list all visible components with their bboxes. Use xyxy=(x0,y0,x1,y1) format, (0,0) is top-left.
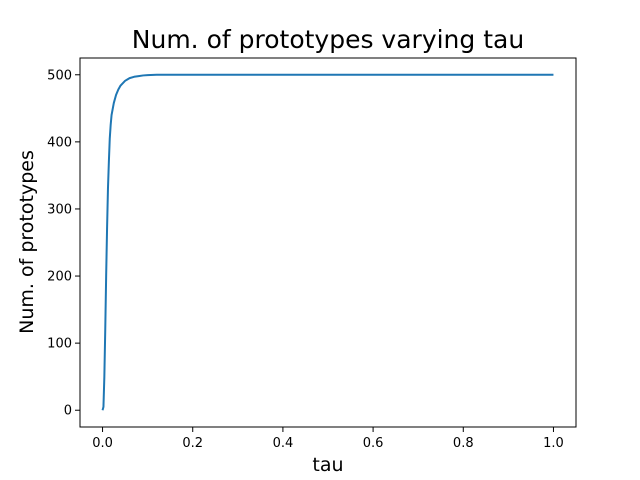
x-axis-label: tau xyxy=(312,454,343,476)
y-tick-label: 400 xyxy=(47,135,72,150)
y-tick-label: 500 xyxy=(47,68,72,83)
series-layer xyxy=(101,73,554,411)
y-axis: 0 100 200 300 400 500 xyxy=(47,68,80,419)
y-tick-label: 200 xyxy=(47,270,72,285)
plot-area xyxy=(79,57,577,428)
chart-title: Num. of prototypes varying tau xyxy=(132,25,524,54)
x-tick-label: 0.6 xyxy=(363,436,384,451)
x-tick-label: 0.8 xyxy=(453,436,474,451)
y-tick-label: 0 xyxy=(64,404,72,419)
series-line xyxy=(101,73,554,411)
plot-frame xyxy=(79,57,577,428)
x-tick-label: 1.0 xyxy=(543,436,564,451)
y-axis-label: Num. of prototypes xyxy=(16,150,38,334)
x-tick-label: 0.0 xyxy=(92,436,113,451)
y-tick-label: 100 xyxy=(47,337,72,352)
x-tick-label: 0.4 xyxy=(273,436,294,451)
x-tick-label: 0.2 xyxy=(182,436,203,451)
y-tick-label: 300 xyxy=(47,202,72,217)
x-axis: 0.0 0.2 0.4 0.6 0.8 1.0 xyxy=(92,427,564,451)
